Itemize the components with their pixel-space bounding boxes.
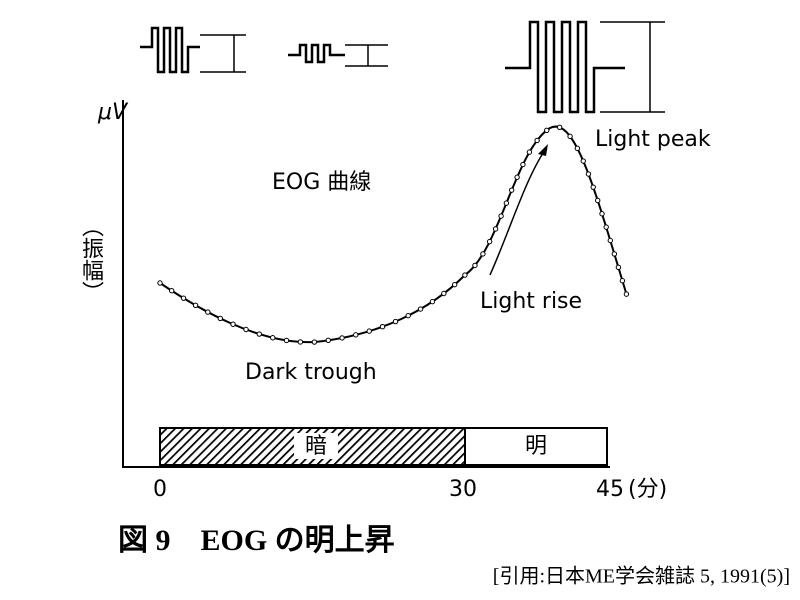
curve-dot bbox=[585, 171, 592, 177]
curve-dot bbox=[366, 328, 372, 334]
curve-dot bbox=[168, 288, 175, 294]
curve-dot bbox=[157, 280, 163, 286]
curve-dot bbox=[590, 184, 596, 190]
rise-label: Light rise bbox=[480, 289, 582, 314]
curve-dot bbox=[526, 149, 533, 155]
curve-label: EOG 曲線 bbox=[272, 170, 371, 195]
curve-dot bbox=[498, 213, 504, 219]
citation: [引用:日本ME学会雑誌 5, 1991(5)] bbox=[493, 565, 790, 588]
curve-dot bbox=[486, 238, 493, 245]
curve-dot bbox=[441, 290, 447, 297]
curve-dot bbox=[534, 137, 540, 144]
peak-label: Light peak bbox=[595, 127, 711, 152]
curve-dot bbox=[503, 200, 510, 206]
curve-dot bbox=[180, 295, 187, 301]
curve-dot bbox=[567, 133, 573, 140]
arrow-head bbox=[538, 144, 548, 156]
curve-dot bbox=[623, 291, 630, 297]
curve-dot bbox=[325, 337, 331, 343]
curve-dot bbox=[405, 312, 411, 319]
curve-dot bbox=[472, 262, 478, 269]
curve-dot bbox=[492, 226, 499, 232]
curve-dot bbox=[379, 323, 386, 330]
pulse-icons bbox=[140, 20, 665, 114]
curve-dot bbox=[353, 332, 359, 338]
x-tick-label: 0 bbox=[153, 477, 167, 502]
x-tick-label: 30 bbox=[449, 477, 477, 502]
curve-dot bbox=[595, 197, 601, 204]
dark-label: 暗 bbox=[305, 434, 327, 459]
curve-dot bbox=[217, 315, 224, 322]
curve-dot bbox=[544, 127, 550, 134]
curve-dot bbox=[619, 278, 626, 284]
y-axis-label: （振幅） bbox=[78, 215, 104, 303]
y-unit: μV bbox=[97, 100, 129, 125]
curve-dot bbox=[603, 224, 609, 230]
curve-dot bbox=[615, 264, 622, 271]
curve-dot bbox=[283, 337, 290, 344]
curve-dot bbox=[514, 174, 520, 180]
rise-arrow bbox=[489, 149, 546, 276]
curve-dot bbox=[311, 339, 318, 345]
x-tick-label: 45 bbox=[596, 477, 624, 502]
trough-label: Dark trough bbox=[245, 360, 377, 385]
curve-dot bbox=[417, 306, 424, 312]
curve-dot bbox=[611, 251, 618, 257]
curve-dot bbox=[270, 335, 276, 341]
curve-dot bbox=[339, 335, 345, 341]
curve-dot bbox=[256, 331, 262, 337]
caption: 図 9 EOG の明上昇 bbox=[118, 524, 395, 557]
curve-dot bbox=[192, 302, 199, 309]
curve-dot bbox=[556, 124, 563, 131]
curve-dot bbox=[429, 298, 436, 305]
light-label: 明 bbox=[525, 434, 547, 459]
curve-dot bbox=[392, 318, 399, 325]
curve-dots bbox=[157, 124, 630, 345]
curve-dot bbox=[574, 145, 581, 152]
curve-dot bbox=[451, 281, 458, 288]
light-bar bbox=[464, 427, 608, 466]
curve-dot bbox=[205, 309, 211, 315]
x-unit: (分) bbox=[628, 477, 667, 502]
curve-dot bbox=[508, 187, 515, 193]
curve-dot bbox=[230, 321, 236, 327]
curve-dot bbox=[520, 161, 526, 168]
curve-dot bbox=[480, 251, 486, 257]
curve-dot bbox=[243, 326, 249, 333]
curve-dot bbox=[607, 237, 614, 244]
curve-dot bbox=[599, 211, 605, 217]
curve-dot bbox=[297, 339, 304, 345]
curve-dot bbox=[580, 158, 586, 164]
curve-dot bbox=[462, 272, 468, 278]
dark-label-bg bbox=[294, 433, 338, 459]
